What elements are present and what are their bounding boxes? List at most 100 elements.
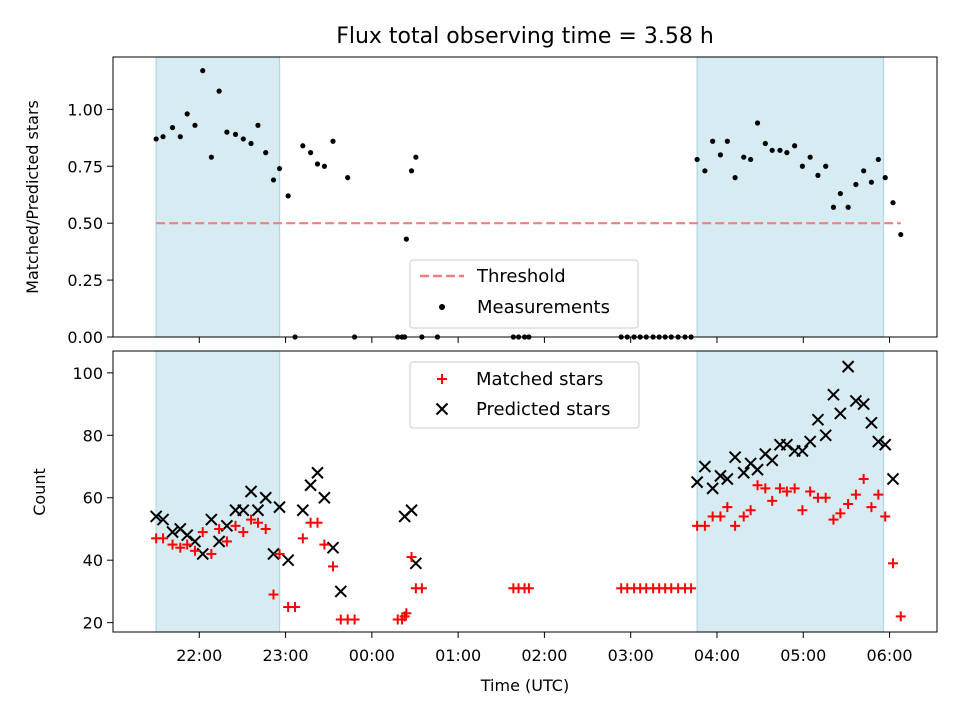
predicted-point (714, 469, 727, 483)
measurement-point (710, 138, 716, 144)
y-tick-label: 0.75 (67, 157, 103, 176)
measurement-point (830, 204, 837, 210)
matched-point (873, 489, 884, 500)
top-legend-box (409, 259, 639, 329)
y-tick-label: 0.50 (67, 214, 103, 233)
matched-point (274, 548, 285, 559)
y-tick-label: 60 (83, 489, 103, 508)
measurement-point (285, 193, 291, 199)
matched-point (797, 505, 808, 516)
predicted-point (259, 491, 272, 504)
matched-points (151, 474, 906, 625)
bottom-shading (155, 350, 885, 633)
bottom-panel: 20 40 60 80 100 22:00 23:00 00:00 01:00 02:00 03:… (30, 350, 938, 695)
measurement-point (248, 140, 254, 147)
measurement-point (232, 131, 239, 137)
matched-point (774, 483, 785, 494)
measurement-point (263, 150, 269, 156)
predicted-point (205, 513, 218, 526)
bottom-x-ticks: 22:00 23:00 00:00 01:00 02:00 03:00 04:00 05:00… (176, 632, 913, 665)
matched-point (828, 514, 839, 525)
legend-threshold-label: Threshold (476, 266, 566, 287)
measurement-point (853, 181, 859, 188)
matched-point (167, 539, 178, 550)
y-tick-label: 40 (83, 551, 103, 570)
top-axes-frame (112, 56, 938, 338)
measurement-point (208, 154, 214, 160)
y-tick-label: 80 (83, 426, 103, 445)
matched-point (290, 602, 301, 613)
measurement-point (240, 136, 246, 142)
measurement-point (837, 190, 843, 197)
matched-point (214, 523, 225, 534)
matched-point (189, 545, 200, 556)
predicted-point (879, 438, 892, 451)
measurement-point (330, 138, 336, 144)
predicted-point (251, 504, 265, 517)
measurement-point (408, 168, 415, 174)
top-y-ticks: 0.00 0.25 0.50 0.75 1.00 (67, 100, 113, 347)
matched-point (699, 520, 710, 531)
matched-point (197, 527, 208, 538)
measurement-point (890, 200, 896, 206)
bottom-axes-frame (112, 350, 938, 633)
measurement-point (823, 163, 829, 169)
x-tick-label: 06:00 (866, 646, 912, 665)
measurement-point (724, 138, 730, 144)
measurement-point (777, 147, 783, 153)
y-tick-label: 1.00 (67, 100, 103, 119)
matched-point (850, 489, 861, 500)
legend-measurements-swatch (439, 304, 445, 310)
matched-point (297, 533, 308, 544)
measurement-point (321, 163, 327, 169)
x-tick-label: 00:00 (349, 646, 395, 665)
predicted-points (149, 360, 900, 598)
matched-point (745, 505, 756, 516)
x-tick-label: 22:00 (176, 646, 222, 665)
legend-predicted-marker-shape (435, 402, 449, 416)
matched-point (820, 492, 831, 503)
predicted-point (166, 525, 179, 539)
predicted-point (281, 553, 295, 567)
shaded-interval (155, 350, 281, 633)
measurement-point (748, 156, 754, 163)
x-tick-label: 05:00 (780, 646, 826, 665)
x-tick-label: 04:00 (694, 646, 740, 665)
y-tick-label: 0.00 (67, 328, 103, 347)
legend-matched-swatch (437, 374, 447, 384)
predicted-point (811, 413, 825, 426)
measurement-point (799, 163, 805, 169)
x-tick-label: 02:00 (521, 646, 567, 665)
predicted-point (865, 416, 878, 430)
matched-point (523, 583, 534, 594)
measurement-point (694, 156, 700, 163)
measurement-point (875, 156, 881, 163)
bottom-legend-box (409, 361, 640, 429)
measurement-point (769, 147, 775, 153)
measurement-point (861, 168, 867, 174)
x-tick-label: 01:00 (435, 646, 481, 665)
measurement-point (153, 136, 159, 142)
matched-point (182, 539, 193, 550)
measurement-point (868, 179, 875, 185)
measurement-point (784, 150, 790, 156)
bottom-legend: Matched stars Predicted stars (409, 361, 640, 429)
measurement-point (177, 134, 183, 140)
measurement-point (702, 168, 708, 174)
measurement-point (200, 68, 206, 74)
matched-point (895, 611, 906, 622)
measurement-point (732, 175, 738, 181)
legend-predicted-label: Predicted stars (476, 399, 610, 420)
y-tick-label: 100 (72, 364, 103, 383)
matched-point (781, 486, 792, 497)
matched-point (738, 511, 749, 522)
matched-point (319, 539, 330, 550)
x-axis-label: Time (UTC) (480, 676, 569, 695)
matched-point (887, 558, 898, 569)
predicted-point (273, 500, 286, 514)
matched-point (722, 502, 733, 513)
measurement-point (845, 204, 851, 210)
legend-matched-label: Matched stars (476, 369, 603, 390)
matched-point (715, 511, 726, 522)
matched-point (246, 514, 257, 525)
